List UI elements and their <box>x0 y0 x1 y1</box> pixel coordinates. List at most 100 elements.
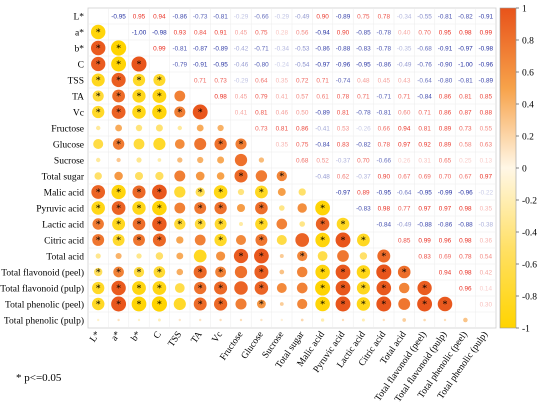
significance-mark: * <box>218 300 223 311</box>
correlation-circle <box>320 318 325 322</box>
correlation-value: -0.29 <box>234 14 249 21</box>
row-label: Sucrose <box>54 157 84 167</box>
correlation-value: -0.73 <box>193 14 208 21</box>
correlation-value: 0.95 <box>133 14 146 21</box>
significance-mark: * <box>96 220 101 231</box>
correlation-circle <box>335 280 351 296</box>
correlation-value: -0.48 <box>315 174 330 181</box>
significance-mark: * <box>96 76 101 87</box>
row-label: C <box>78 61 84 71</box>
correlation-circle <box>115 252 122 260</box>
correlation-circle <box>114 171 123 181</box>
correlation-value: -0.99 <box>438 190 453 197</box>
significance-mark: * <box>116 92 121 103</box>
correlation-value: -0.87 <box>193 46 208 53</box>
significance-mark: * <box>361 284 366 295</box>
correlation-value: 0.45 <box>378 78 391 85</box>
correlation-circle <box>133 266 145 278</box>
significance-mark: * <box>198 300 203 311</box>
correlation-value: 0.55 <box>480 126 493 133</box>
significance-mark: * <box>116 76 121 87</box>
correlation-circle <box>155 124 163 132</box>
correlation-value: 0.94 <box>153 14 166 21</box>
correlation-value: 0.58 <box>459 142 472 149</box>
row-label: Total flavonoid (pulp) <box>0 284 84 295</box>
significance-mark: * <box>259 236 264 247</box>
correlation-circle <box>151 296 167 312</box>
correlation-value: -0.94 <box>315 30 330 37</box>
row-label: TA <box>72 93 84 103</box>
significance-mark: * <box>137 92 142 103</box>
correlation-value: 0.84 <box>194 30 207 37</box>
significance-mark: * <box>96 284 101 295</box>
correlation-circle <box>255 201 268 215</box>
correlation-value: -0.98 <box>479 46 494 53</box>
significance-mark: * <box>157 284 162 295</box>
correlation-circle <box>197 156 204 164</box>
correlation-circle <box>361 318 365 322</box>
correlation-circle <box>255 217 268 231</box>
correlation-value: -0.38 <box>479 222 494 229</box>
correlation-circle <box>131 56 147 72</box>
correlation-circle <box>193 265 207 279</box>
correlation-circle <box>95 253 101 259</box>
correlation-value: 0.42 <box>480 270 493 277</box>
correlation-circle <box>157 158 162 162</box>
row-label: Pyruvic acid <box>36 205 84 215</box>
correlation-value: 0.85 <box>480 94 493 101</box>
significance-mark: * <box>96 204 101 215</box>
significance-mark: * <box>381 252 386 263</box>
correlation-circle <box>356 297 371 311</box>
correlation-circle <box>194 281 207 295</box>
correlation-circle <box>195 171 205 181</box>
correlation-circle <box>196 124 204 132</box>
correlation-circle <box>255 185 268 199</box>
correlation-circle <box>132 73 146 87</box>
correlation-value: 0.94 <box>398 126 411 133</box>
correlation-value: -0.80 <box>438 78 453 85</box>
correlation-circle <box>152 200 167 216</box>
correlation-value: -0.89 <box>336 14 351 21</box>
significance-mark: * <box>341 220 346 231</box>
correlation-value: 0.69 <box>418 174 431 181</box>
correlation-value: 0.77 <box>398 206 411 213</box>
correlation-value: -0.49 <box>295 14 310 21</box>
correlation-value: -1.00 <box>458 62 473 69</box>
correlation-circle <box>233 248 249 264</box>
correlation-value: 0.78 <box>459 254 472 261</box>
correlation-value: -0.82 <box>356 142 371 149</box>
correlation-circle <box>417 280 432 296</box>
significance-mark: * <box>96 92 101 103</box>
correlation-circle <box>194 137 207 151</box>
significance-mark: * <box>259 284 264 295</box>
correlation-circle <box>356 281 370 295</box>
correlation-circle <box>152 281 167 295</box>
column-labels: L* a* b* C TSS TA VcFructoseGlucoseSucroseTota… <box>88 329 490 404</box>
significance-mark: * <box>402 268 407 279</box>
correlation-circle <box>235 234 247 246</box>
significance-mark: * <box>341 236 346 247</box>
row-label: Malic acid <box>44 189 85 199</box>
correlation-circle <box>193 297 207 311</box>
correlation-value: -0.81 <box>377 110 392 117</box>
correlation-value: 0.98 <box>378 206 391 213</box>
correlation-value: -0.86 <box>315 46 330 53</box>
correlation-circle <box>214 281 228 295</box>
correlation-circle <box>280 318 283 322</box>
significance-mark: * <box>96 44 101 55</box>
correlation-value: -0.79 <box>173 62 188 69</box>
column-label: TSS <box>167 330 185 349</box>
correlation-circle <box>178 318 181 322</box>
correlation-circle <box>91 201 105 215</box>
correlation-value: 0.63 <box>480 142 493 149</box>
correlation-value: 0.86 <box>439 110 452 117</box>
correlation-circle <box>111 40 127 56</box>
correlation-circle <box>91 56 106 72</box>
row-label: a* <box>75 29 84 39</box>
colorbar-tick-label: 0.8 <box>522 37 534 47</box>
correlation-value: -0.76 <box>417 62 432 69</box>
correlation-value: 0.65 <box>439 158 452 165</box>
colorbar-tick-label: 0.2 <box>522 133 534 143</box>
correlation-circle <box>276 218 288 230</box>
correlation-circle <box>382 318 385 322</box>
